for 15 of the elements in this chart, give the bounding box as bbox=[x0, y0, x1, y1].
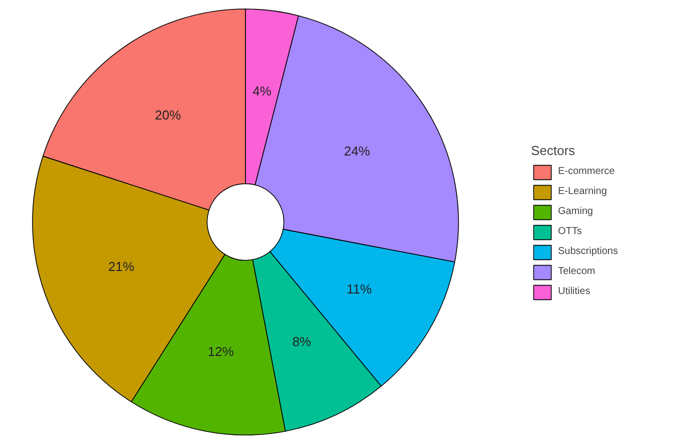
data-label: 24% bbox=[344, 144, 370, 159]
legend-label: OTTs bbox=[558, 226, 582, 237]
legend-label: Telecom bbox=[558, 266, 596, 277]
legend-label: Gaming bbox=[558, 206, 593, 217]
legend-label: E-Learning bbox=[558, 186, 607, 197]
data-label: 4% bbox=[252, 83, 272, 98]
legend-label: E-commerce bbox=[558, 166, 615, 177]
data-label: 20% bbox=[154, 108, 182, 123]
data-label: 21% bbox=[108, 259, 135, 274]
legend-label: Subscriptions bbox=[558, 246, 618, 257]
data-label: 12% bbox=[208, 344, 234, 360]
data-label: 8% bbox=[292, 334, 312, 349]
legend-title: Sectors bbox=[530, 142, 576, 158]
data-label: 11% bbox=[346, 282, 372, 297]
legend-label: Utilities bbox=[558, 286, 590, 297]
